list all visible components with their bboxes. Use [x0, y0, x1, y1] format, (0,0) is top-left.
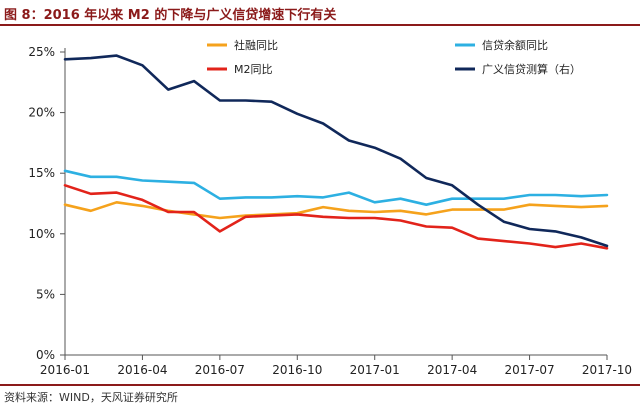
x-tick-label: 2016-04: [117, 363, 167, 377]
source-note: 资料来源：WIND，天风证券研究所: [4, 391, 178, 404]
x-tick-label: 2017-04: [427, 363, 477, 377]
figure-title: 图 8：2016 年以来 M2 的下降与广义信贷增速下行有关: [4, 8, 337, 23]
y-tick-label: 5%: [36, 287, 55, 301]
x-axis-ticks: 2016-01 2016-04 2016-07 2016-10 2017-01 2017-…: [40, 355, 632, 377]
title-rule: [0, 24, 640, 26]
y-tick-label: 0%: [36, 348, 55, 362]
y-tick-label: 15%: [28, 166, 55, 180]
x-tick-label: 2016-01: [40, 363, 90, 377]
x-tick-label: 2017-10: [582, 363, 632, 377]
x-tick-label: 2017-07: [505, 363, 555, 377]
series-lines: [63, 54, 609, 250]
legend-label-credit: 广义信贷测算（右）: [482, 62, 581, 76]
legend-label-m2: M2同比: [234, 63, 273, 76]
y-tick-label: 10%: [28, 227, 55, 241]
x-tick-label: 2016-07: [195, 363, 245, 377]
series-line-m2: [63, 184, 609, 250]
series-line-loans: [63, 169, 609, 206]
legend-label-shrf: 社融同比: [234, 38, 278, 52]
y-axis-ticks: 0% 5% 10% 15% 20% 25%: [28, 45, 65, 362]
line-chart: 0%5%10%15%20%25% 2016-01 2016-04 2016-07 20…: [28, 38, 632, 377]
series-line-credit: [63, 54, 609, 248]
y-tick-label: 20%: [28, 106, 55, 120]
legend-label-loans: 信贷余额同比: [482, 38, 548, 52]
source-rule: [0, 384, 640, 386]
x-tick-label: 2017-01: [350, 363, 400, 377]
x-tick-label: 2016-10: [272, 363, 322, 377]
y-tick-label: 25%: [28, 45, 55, 59]
legend: 社融同比 信贷余额同比 M2同比 广义信贷测算（右）: [207, 38, 581, 76]
series-line-shrf: [63, 201, 609, 220]
